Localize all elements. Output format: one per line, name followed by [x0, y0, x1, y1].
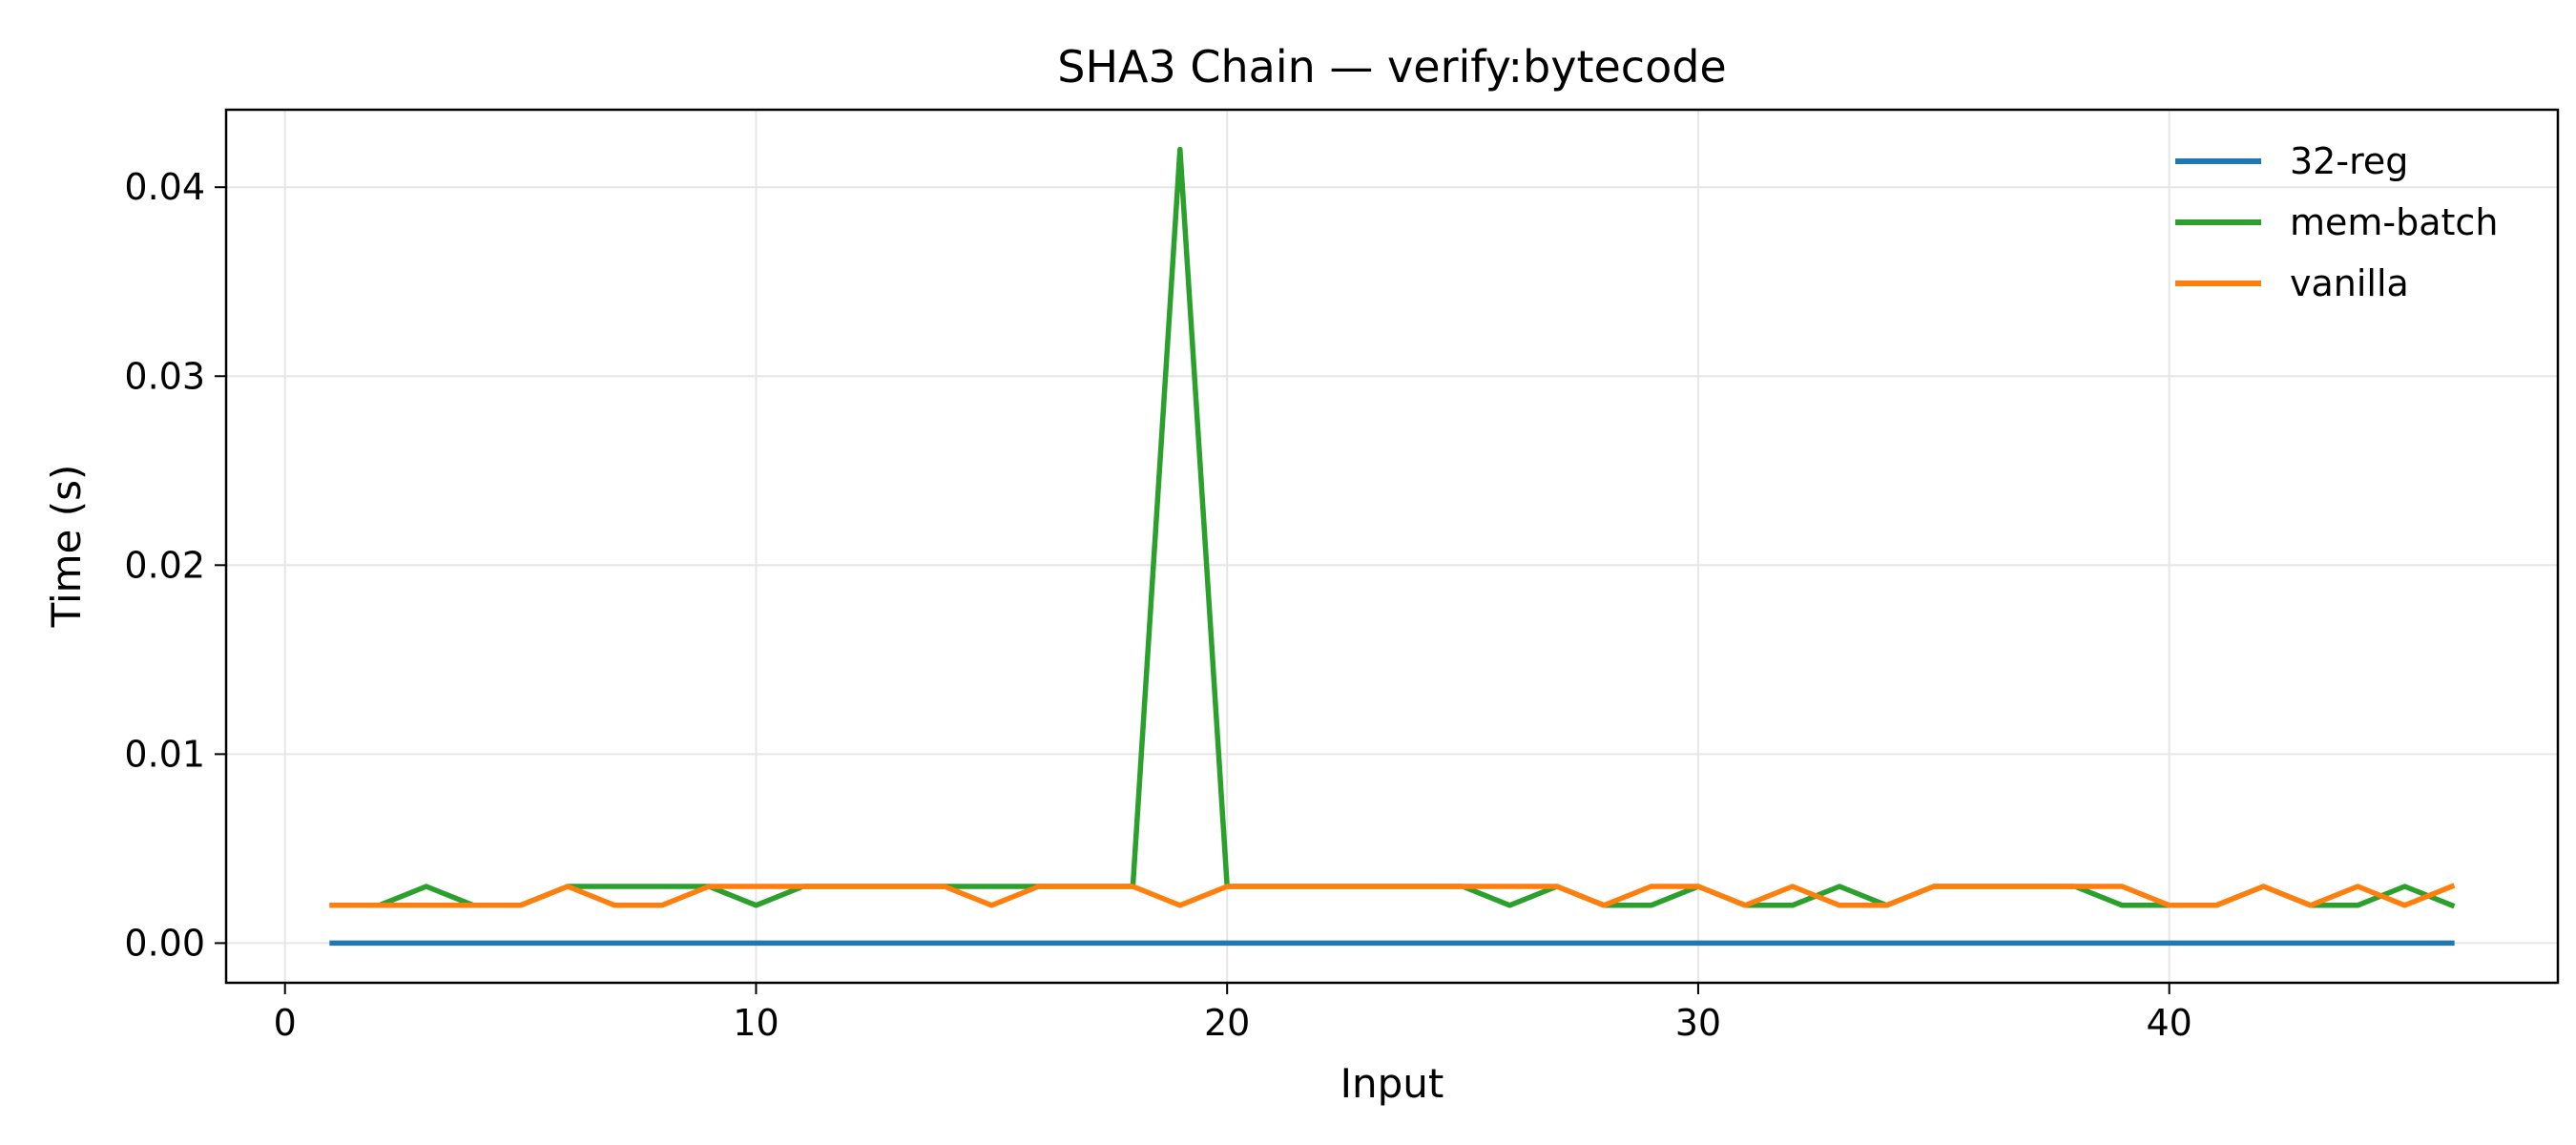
y-tick-label: 0.04 [124, 166, 205, 208]
chart-title: SHA3 Chain — verify:bytecode [1057, 41, 1726, 93]
y-tick-label: 0.02 [124, 544, 205, 586]
x-tick-label: 40 [2146, 1002, 2192, 1044]
y-tick-label: 0.00 [124, 922, 205, 964]
plot-frame [224, 108, 2560, 985]
y-axis-label: Time (s) [43, 465, 90, 629]
legend-label: 32-reg [2290, 140, 2408, 182]
series-line-vanilla [329, 883, 2456, 908]
plot-area [329, 146, 2456, 947]
x-axis: 0 10 20 30 40 [274, 983, 2192, 1044]
grid [226, 110, 2558, 983]
x-tick-label: 10 [733, 1002, 779, 1044]
y-tick-label: 0.03 [124, 355, 205, 397]
legend: 32-reg mem-batch vanilla [2175, 140, 2498, 304]
series-line-mem-batch [329, 146, 2456, 909]
y-axis: 0.00 0.01 0.02 0.03 0.04 [124, 166, 226, 964]
x-tick-label: 20 [1204, 1002, 1250, 1044]
x-tick-label: 0 [274, 1002, 297, 1044]
legend-label: mem-batch [2290, 201, 2498, 243]
legend-label: vanilla [2290, 262, 2409, 304]
x-axis-label: Input [1340, 1060, 1444, 1107]
y-tick-label: 0.01 [124, 733, 205, 775]
x-tick-label: 30 [1675, 1002, 1721, 1044]
